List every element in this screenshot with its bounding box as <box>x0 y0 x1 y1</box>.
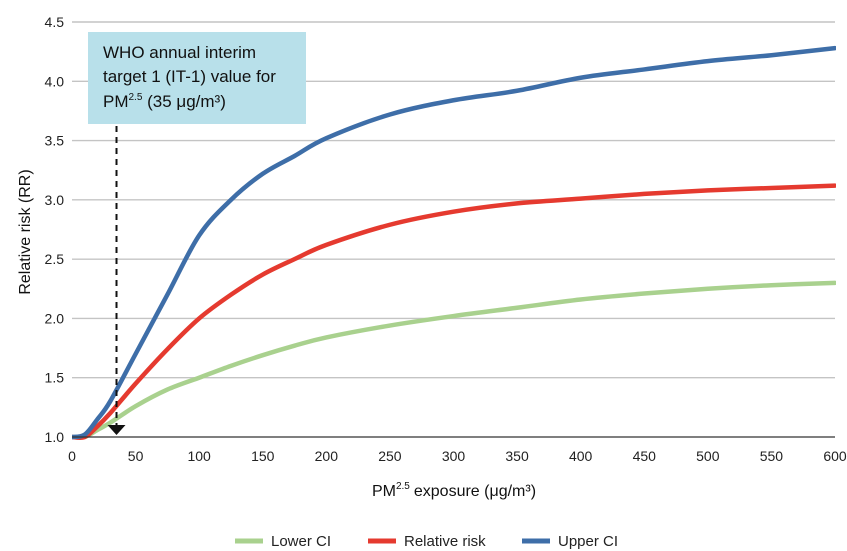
annotation-line-1: WHO annual interim <box>103 43 256 62</box>
y-tick-label: 3.0 <box>45 192 65 208</box>
x-tick-label: 450 <box>633 448 657 464</box>
series-line-lower-ci <box>72 280 836 440</box>
annotation-pm-label: PM <box>103 92 129 111</box>
legend: Lower CI Relative risk Upper CI <box>235 533 618 550</box>
x-tick-label: 400 <box>569 448 593 464</box>
y-tick-label: 1.0 <box>45 429 65 445</box>
y-tick-label: 3.5 <box>45 133 65 149</box>
annotation-box <box>88 32 306 124</box>
y-tick-label: 2.5 <box>45 251 65 267</box>
y-tick-label: 1.5 <box>45 370 65 386</box>
legend-label-upper-ci: Upper CI <box>558 533 618 550</box>
series-line-relative-risk <box>72 183 836 440</box>
x-tick-label: 0 <box>68 448 76 464</box>
y-axis-title: Relative risk (RR) <box>17 169 34 294</box>
annotation-line-3: PM2.5 (35 μg/m³) <box>103 92 226 111</box>
annotation-value: (35 μg/m³) <box>142 92 225 111</box>
x-axis-title: PM2.5 exposure (μg/m³) <box>372 481 536 500</box>
x-tick-label: 350 <box>505 448 529 464</box>
x-tick-label: 300 <box>442 448 466 464</box>
legend-label-lower-ci: Lower CI <box>271 533 331 550</box>
x-tick-label: 550 <box>760 448 784 464</box>
y-tick-label: 4.5 <box>45 14 65 30</box>
annotation-line-2: target 1 (IT-1) value for <box>103 67 276 86</box>
y-tick-label: 4.0 <box>45 73 65 89</box>
annotation: WHO annual interim target 1 (IT-1) value… <box>88 32 306 435</box>
x-axis-title-sup: 2.5 <box>396 481 410 492</box>
series-layer <box>72 45 836 440</box>
legend-item-relative-risk: Relative risk <box>368 533 486 550</box>
x-tick-label: 600 <box>823 448 847 464</box>
x-tick-label: 50 <box>128 448 144 464</box>
series-line-upper-ci <box>72 45 836 440</box>
x-tick-label: 150 <box>251 448 275 464</box>
y-tick-label: 2.0 <box>45 310 65 326</box>
legend-label-relative-risk: Relative risk <box>404 533 486 550</box>
annotation-arrow-icon <box>107 425 126 435</box>
annotation-pm-sup: 2.5 <box>129 92 143 103</box>
x-tick-label: 100 <box>187 448 211 464</box>
x-axis-title-pm: PM <box>372 483 396 500</box>
legend-item-lower-ci: Lower CI <box>235 533 331 550</box>
x-tick-labels: 0 50 100 150 200 250 300 350 400 450 500 550 600 <box>68 448 847 464</box>
x-tick-label: 200 <box>315 448 339 464</box>
legend-item-upper-ci: Upper CI <box>522 533 618 550</box>
y-tick-labels: 1.0 1.5 2.0 2.5 3.0 3.5 4.0 4.5 <box>45 14 65 445</box>
x-tick-label: 500 <box>696 448 720 464</box>
x-axis-title-text: exposure (μg/m³) <box>414 483 536 500</box>
x-tick-label: 250 <box>378 448 402 464</box>
